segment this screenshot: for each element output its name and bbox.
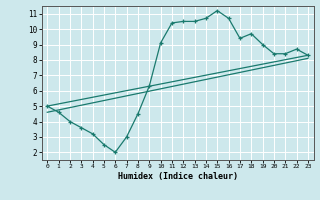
X-axis label: Humidex (Indice chaleur): Humidex (Indice chaleur)	[118, 172, 237, 181]
